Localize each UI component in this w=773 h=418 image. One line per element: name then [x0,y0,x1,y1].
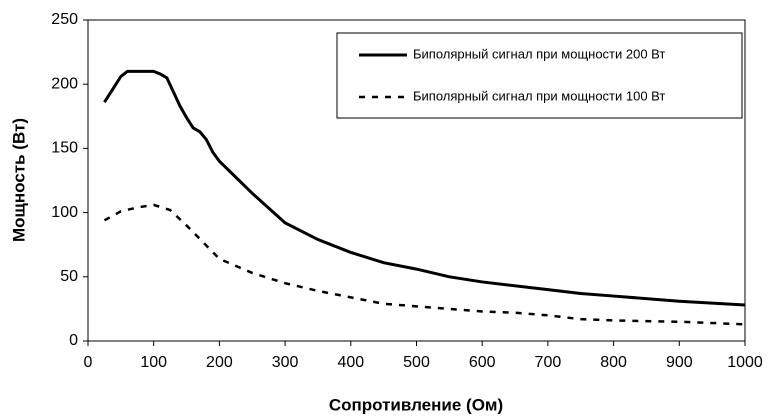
x-tick-label: 600 [469,354,496,371]
y-tick-label: 0 [69,332,78,349]
legend-box [336,32,743,119]
y-tick-label: 250 [51,11,78,28]
x-tick-label: 500 [403,354,430,371]
y-tick-label: 50 [60,268,78,285]
data-line [103,203,746,326]
x-axis-title: Сопротивление (Ом) [329,395,503,414]
x-tick-label: 900 [666,354,693,371]
y-tick-label: 100 [51,204,78,221]
legend-label: Биполярный сигнал при мощности 200 Вт [413,46,665,61]
x-tick-label: 400 [337,354,364,371]
y-axis-title: Мощность (Вт) [9,118,28,242]
y-tick-label: 150 [51,140,78,157]
data-line [103,69,746,307]
x-tick-label: 700 [535,354,562,371]
legend-label: Биполярный сигнал при мощности 100 Вт [413,88,665,103]
x-tick-label: 300 [272,354,299,371]
x-tick-label: 100 [140,354,167,371]
x-tick-label: 1000 [727,354,763,371]
x-tick-label: 200 [206,354,233,371]
x-tick-label: 800 [600,354,627,371]
x-tick-label: 0 [84,354,93,371]
y-tick-label: 200 [51,75,78,92]
